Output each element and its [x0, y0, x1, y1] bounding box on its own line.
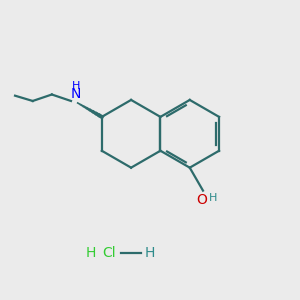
Text: H: H	[86, 246, 96, 260]
Text: H: H	[145, 246, 155, 260]
Text: H: H	[72, 81, 80, 91]
Text: H: H	[208, 193, 217, 203]
Text: O: O	[196, 193, 207, 207]
Text: Cl: Cl	[102, 246, 116, 260]
Text: N: N	[71, 87, 82, 101]
